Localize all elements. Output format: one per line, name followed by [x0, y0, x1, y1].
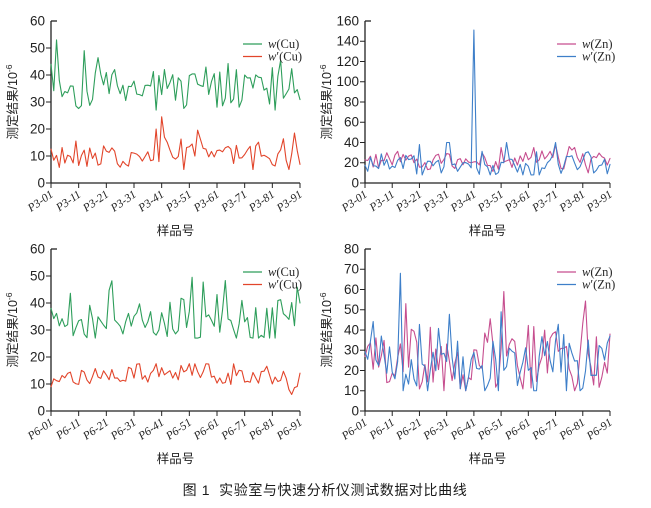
svg-text:30: 30: [30, 94, 45, 109]
svg-text:样品号: 样品号: [469, 451, 507, 466]
svg-text:60: 60: [30, 241, 45, 256]
svg-text:测定结果/10-6: 测定结果/10-6: [318, 292, 334, 367]
svg-text:样品号: 样品号: [157, 223, 195, 238]
svg-text:w′(Zn): w′(Zn): [582, 50, 615, 64]
svg-text:10: 10: [344, 383, 359, 398]
svg-text:20: 20: [344, 363, 359, 378]
svg-text:160: 160: [336, 13, 359, 28]
svg-text:10: 10: [30, 148, 45, 163]
svg-text:50: 50: [30, 40, 45, 55]
svg-text:10: 10: [30, 376, 45, 391]
svg-text:80: 80: [344, 241, 359, 256]
svg-text:测定结果/10-6: 测定结果/10-6: [4, 64, 20, 139]
svg-text:0: 0: [351, 175, 359, 190]
svg-text:140: 140: [336, 34, 359, 49]
svg-text:30: 30: [344, 343, 359, 358]
svg-text:20: 20: [30, 349, 45, 364]
svg-text:100: 100: [336, 74, 359, 89]
svg-text:测定结果/10-6: 测定结果/10-6: [318, 64, 334, 139]
svg-text:20: 20: [30, 121, 45, 136]
svg-text:120: 120: [336, 54, 359, 69]
svg-text:图 1 实验室与快速分析仪测试数据对比曲线: 图 1 实验室与快速分析仪测试数据对比曲线: [183, 482, 468, 498]
svg-text:样品号: 样品号: [469, 223, 507, 238]
svg-text:w′(Cu): w′(Cu): [268, 50, 302, 64]
svg-text:w′(Cu): w′(Cu): [268, 278, 302, 292]
svg-text:样品号: 样品号: [157, 451, 195, 466]
svg-text:70: 70: [344, 262, 359, 277]
svg-text:40: 40: [344, 322, 359, 337]
svg-text:50: 50: [344, 302, 359, 317]
svg-text:w′(Zn): w′(Zn): [582, 278, 615, 292]
svg-text:30: 30: [30, 322, 45, 337]
svg-text:40: 40: [344, 135, 359, 150]
svg-text:0: 0: [351, 403, 359, 418]
svg-text:测定结果/10-6: 测定结果/10-6: [4, 292, 20, 367]
svg-text:60: 60: [344, 282, 359, 297]
svg-text:0: 0: [37, 403, 45, 418]
svg-text:0: 0: [37, 175, 45, 190]
svg-text:40: 40: [30, 295, 45, 310]
svg-text:60: 60: [30, 13, 45, 28]
svg-text:60: 60: [344, 115, 359, 130]
svg-text:40: 40: [30, 67, 45, 82]
svg-text:80: 80: [344, 94, 359, 109]
svg-text:50: 50: [30, 268, 45, 283]
svg-text:20: 20: [344, 155, 359, 170]
